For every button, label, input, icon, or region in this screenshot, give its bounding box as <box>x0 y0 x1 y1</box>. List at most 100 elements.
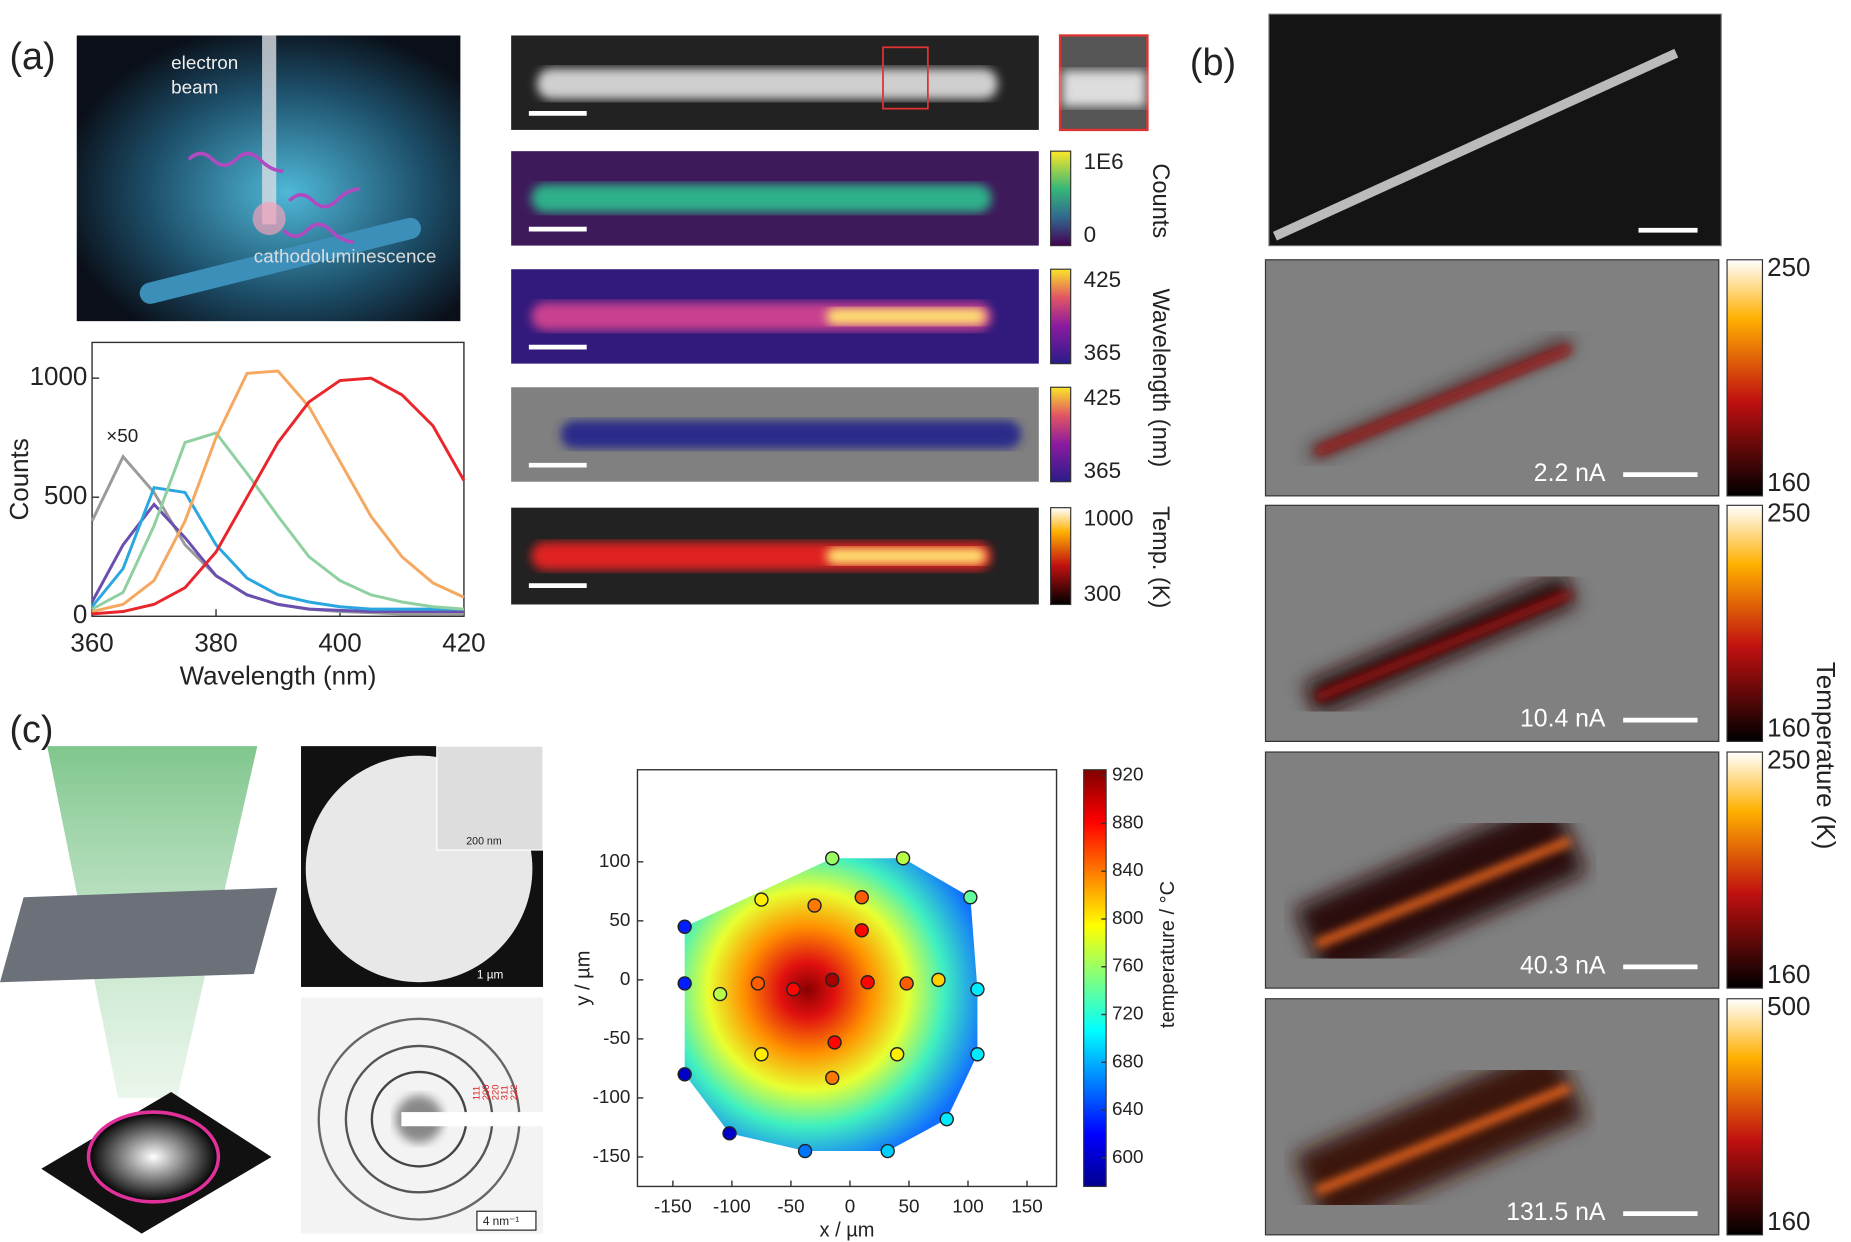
y-tick-label: 50 <box>609 910 630 931</box>
colorbar-label: 365 <box>1084 458 1121 483</box>
colorbar-label: 1000 <box>1084 505 1134 530</box>
colorbar-label: 425 <box>1084 267 1121 292</box>
colorbar-label: 160 <box>1767 1206 1810 1236</box>
plot-area <box>91 341 465 617</box>
colorbar <box>1050 507 1072 606</box>
measurement-point <box>854 923 869 938</box>
measurement-point <box>963 890 978 905</box>
spectrum-line <box>91 431 465 611</box>
measurement-point <box>825 1070 840 1086</box>
colorbar-label: 365 <box>1084 340 1121 365</box>
y-tick-label: 500 <box>44 480 87 510</box>
measurement-point <box>931 972 946 988</box>
colorbar-tick-label: 600 <box>1112 1147 1144 1168</box>
measurement-point <box>786 982 801 997</box>
plot-area <box>636 769 1058 1188</box>
y-tick-label: 0 <box>73 599 87 629</box>
panel-label: (a) <box>9 36 55 78</box>
colorbar-label: 250 <box>1767 252 1810 282</box>
spectrum-line <box>90 454 464 616</box>
colorbar-label: 160 <box>1767 712 1810 742</box>
map-hot <box>826 547 986 565</box>
current-label: 2.2 nA <box>1534 460 1606 487</box>
y-tick-label: 1000 <box>30 361 88 391</box>
side-label: Wavelength (nm) <box>1147 288 1173 467</box>
scale-box <box>476 1210 537 1231</box>
map-signal <box>531 184 992 213</box>
measurement-point <box>827 1035 842 1050</box>
current-label: 10.4 nA <box>1520 706 1606 733</box>
measurement-point <box>860 975 875 990</box>
colorbar-title: temperature / °C <box>1157 881 1179 1028</box>
y-tick-label: -100 <box>593 1087 631 1108</box>
y-axis-label: y / µm <box>573 951 595 1006</box>
x-tick-label: 50 <box>898 1197 919 1218</box>
colorbar-tick-label: 640 <box>1112 1099 1144 1120</box>
colorbar <box>1083 769 1107 1188</box>
spectrum-line <box>91 369 465 613</box>
tem-scale: 1 µm <box>477 967 504 981</box>
measurement-point <box>825 972 840 988</box>
colorbar <box>1050 150 1072 247</box>
illustration-c <box>0 745 544 1234</box>
map-hot <box>826 308 986 325</box>
spectrum-line <box>90 502 464 613</box>
heat-streak <box>1314 836 1572 949</box>
ring-label: 200 <box>481 1085 492 1101</box>
colorbar-tick-label: 680 <box>1112 1051 1144 1072</box>
measurement-point <box>895 851 911 866</box>
x-tick-label: 400 <box>318 627 361 657</box>
panel-label: (b) <box>1190 42 1236 84</box>
measurement-point <box>750 976 766 991</box>
measurement-point <box>677 919 692 934</box>
colorbar-tick-label: 920 <box>1112 765 1144 786</box>
x-tick-label: 150 <box>1011 1197 1043 1218</box>
x-tick-label: -150 <box>654 1197 692 1218</box>
colorbar <box>1726 259 1764 497</box>
y-tick-label: -50 <box>603 1028 630 1049</box>
measurement-point <box>939 1111 954 1127</box>
measurement-point <box>889 1047 905 1062</box>
measurement-point <box>880 1143 895 1159</box>
x-axis-label: Wavelength (nm) <box>180 661 377 691</box>
colorbar-label: 425 <box>1084 385 1121 410</box>
colorbar-tick-label: 800 <box>1112 908 1144 929</box>
colorbar <box>1726 998 1764 1236</box>
illustration-a <box>76 35 461 322</box>
y-axis-label: Counts <box>4 438 34 520</box>
heat-streak <box>1314 344 1572 457</box>
colorbar <box>1050 268 1072 365</box>
measurement-point <box>754 892 769 907</box>
measurement-point <box>722 1126 737 1141</box>
measurement-point <box>970 1047 985 1062</box>
nanowire <box>1272 48 1679 241</box>
x-tick-label: 380 <box>194 627 237 657</box>
y-tick-label: 0 <box>620 969 631 990</box>
x-tick-label: 0 <box>845 1197 856 1218</box>
spectrum-line <box>91 376 466 616</box>
colorbar-label: 300 <box>1084 581 1121 606</box>
measurement-point <box>712 986 728 1002</box>
measurement-point <box>797 1143 813 1159</box>
colorbar-label: 1E6 <box>1084 149 1124 174</box>
side-label: Temp. (K) <box>1147 506 1173 608</box>
temperature-field <box>684 858 978 1152</box>
inset-glow <box>1062 70 1146 107</box>
heat-streak <box>1314 1083 1572 1195</box>
colorbar-label: 250 <box>1767 498 1810 528</box>
colorbar-label: 160 <box>1767 959 1810 989</box>
x-tick-label: 360 <box>70 627 113 657</box>
colorbar-tick-label: 840 <box>1112 860 1144 881</box>
colorbar <box>1050 386 1072 483</box>
measurement-point <box>854 890 869 905</box>
measurement-point <box>677 976 692 991</box>
beam-label: electron <box>171 53 238 74</box>
tem-inset-scale: 200 nm <box>466 836 502 848</box>
measurement-point <box>677 1067 692 1082</box>
y-tick-label: -150 <box>593 1146 631 1167</box>
x-tick-label: 420 <box>442 627 485 657</box>
map-signal <box>560 420 1022 449</box>
side-label: Counts <box>1147 163 1173 238</box>
colorbar-tick-label: 720 <box>1112 1003 1144 1024</box>
zoom-box <box>882 46 929 110</box>
